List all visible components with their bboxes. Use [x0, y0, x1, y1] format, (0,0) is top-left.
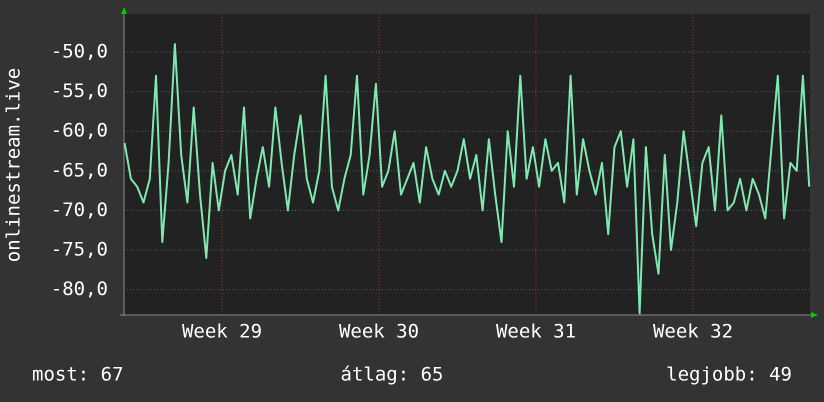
- y-tick-label: -50,0: [51, 41, 108, 63]
- y-tick-label: -55,0: [51, 80, 108, 102]
- x-tick-label: Week 31: [496, 321, 576, 343]
- y-tick-label: -80,0: [51, 278, 108, 300]
- y-axis-label: onlinestream.live: [3, 68, 25, 262]
- x-tick-label: Week 32: [653, 321, 733, 343]
- y-tick-label: -70,0: [51, 199, 108, 221]
- footer-stat: átlag: 65: [341, 364, 444, 386]
- footer-stat: legjobb: 49: [666, 364, 792, 386]
- x-tick-label: Week 29: [182, 321, 262, 343]
- grid: [124, 14, 810, 315]
- data-line: [123, 43, 811, 315]
- x-axis-arrow: [811, 312, 818, 318]
- footer-stat: most: 67: [32, 364, 124, 386]
- y-tick-label: -60,0: [51, 120, 108, 142]
- y-axis-arrow: [121, 7, 127, 14]
- y-tick-label: -65,0: [51, 159, 108, 181]
- y-tick-label: -75,0: [51, 239, 108, 261]
- x-tick-label: Week 30: [339, 321, 419, 343]
